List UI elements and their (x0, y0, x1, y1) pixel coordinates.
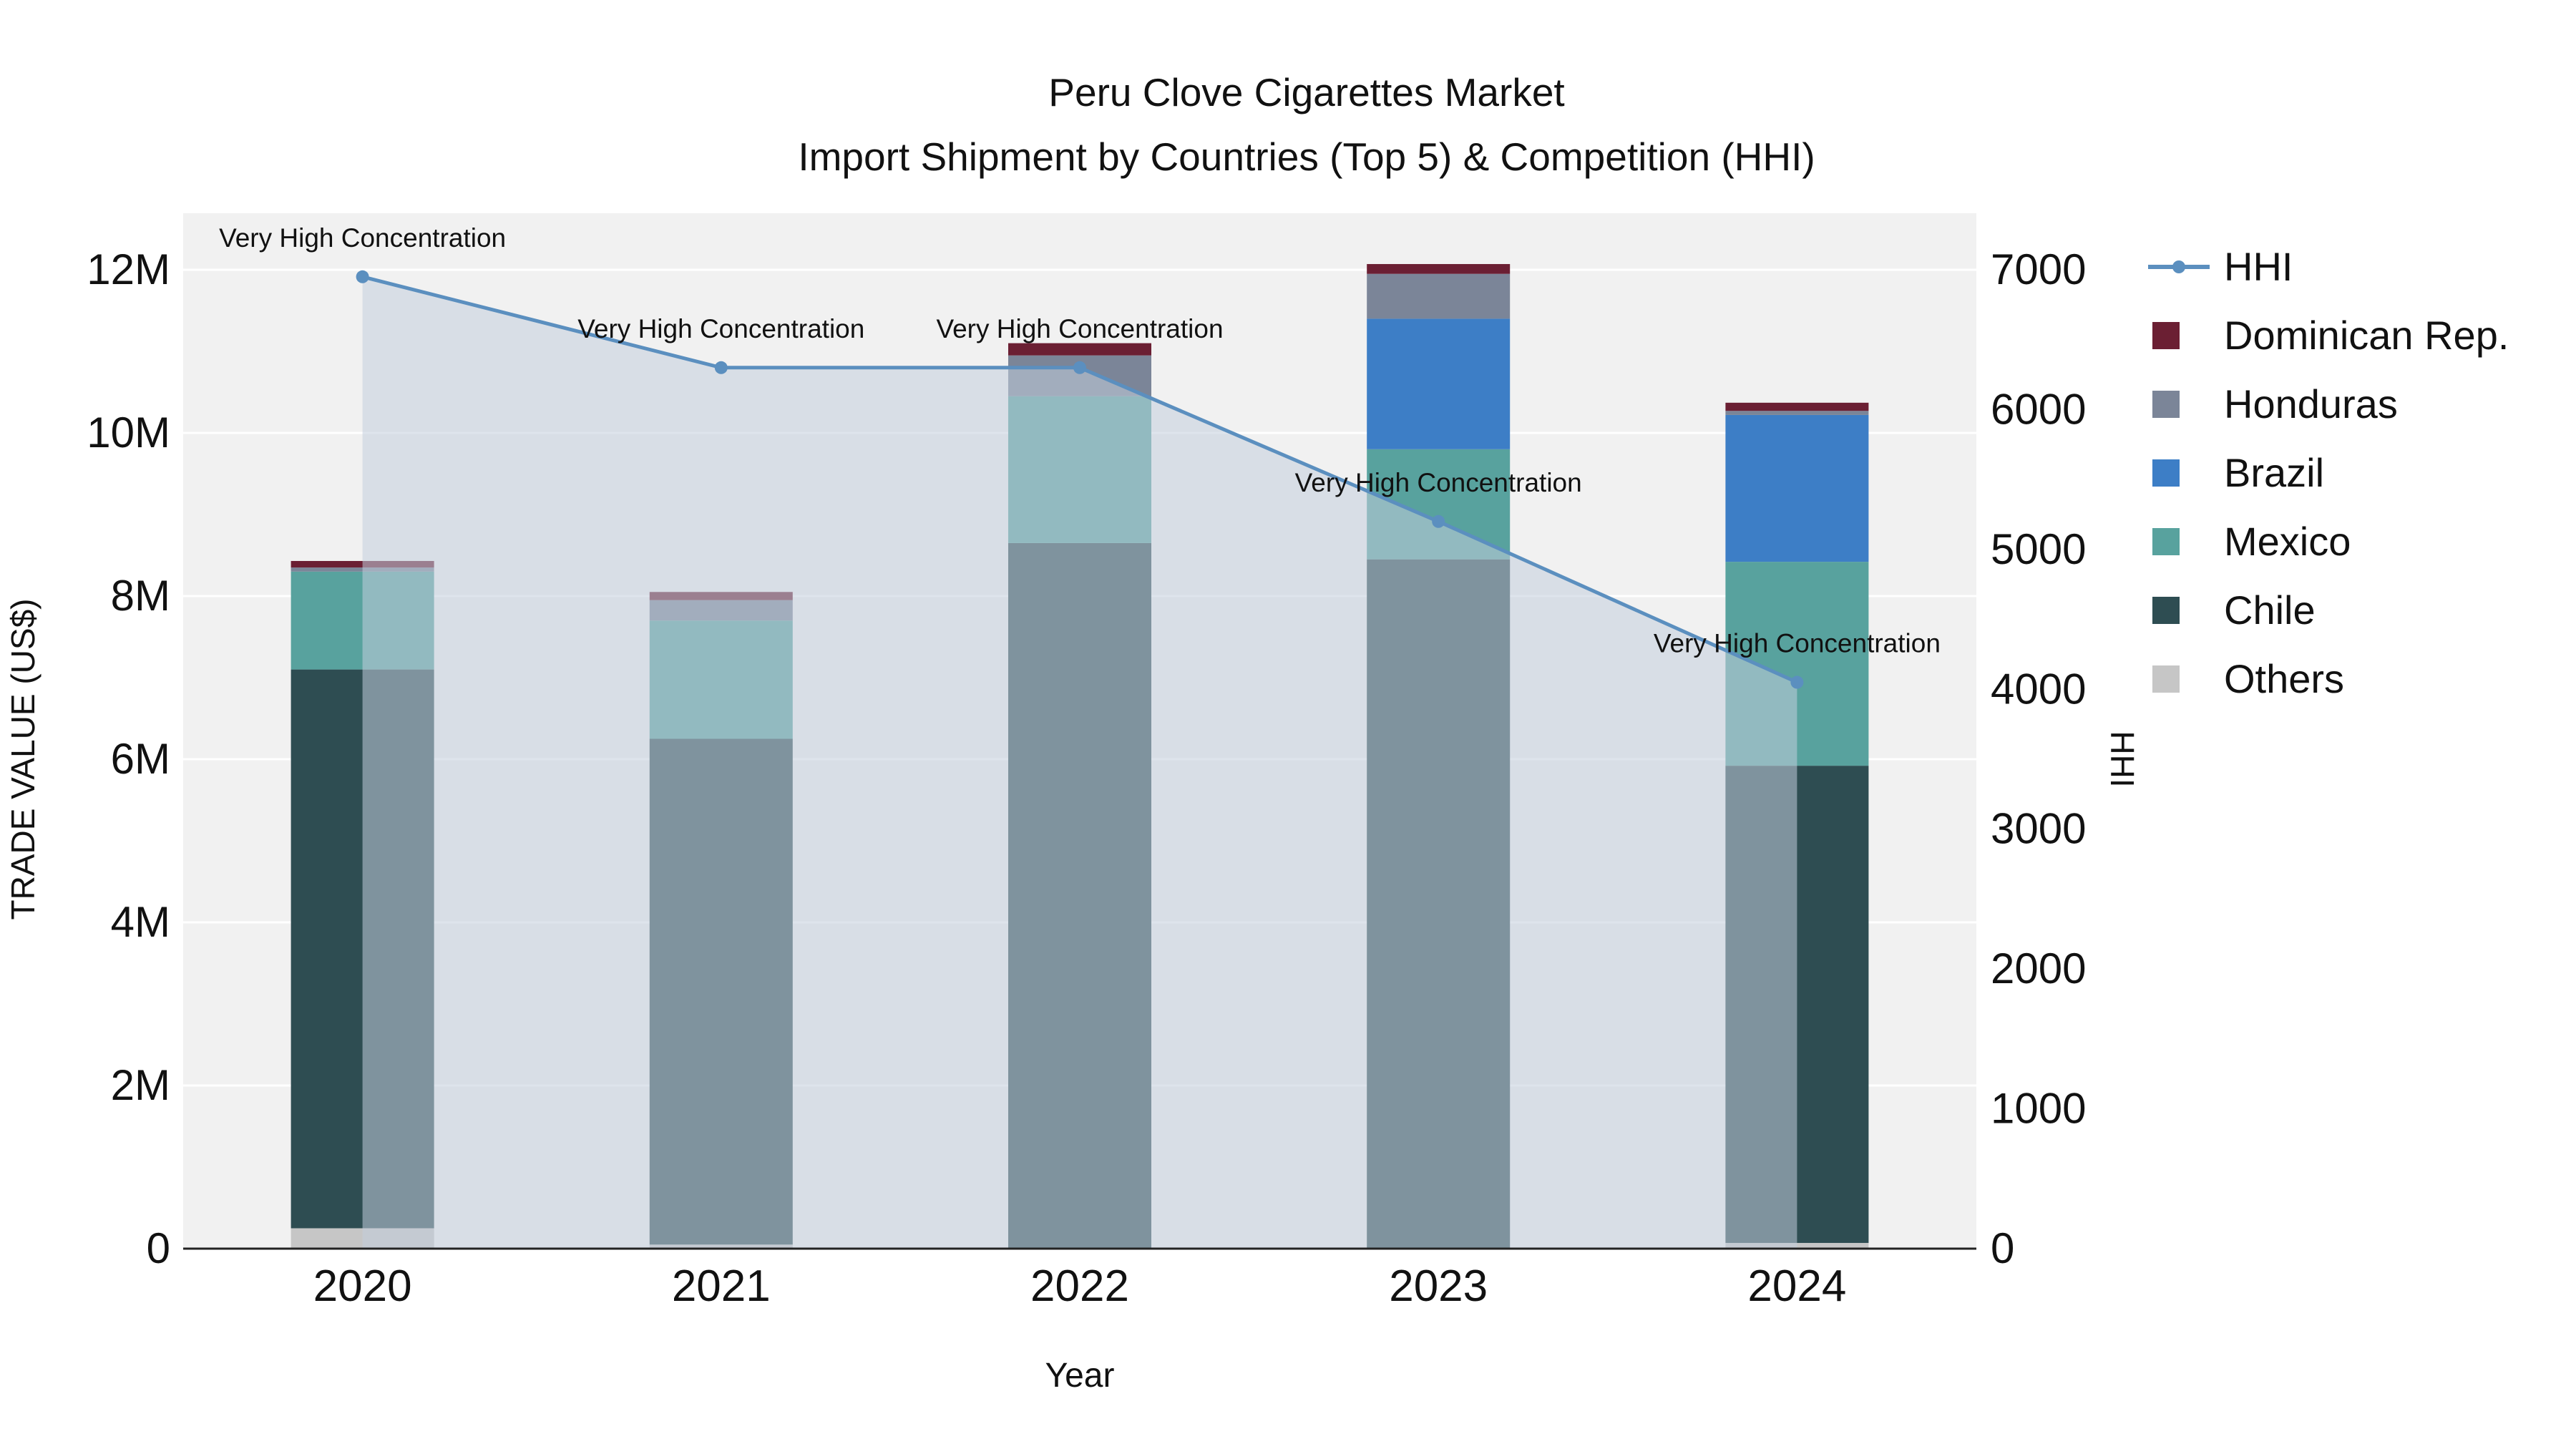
axis-title-left: TRADE VALUE (US$) (4, 598, 42, 919)
bar-segment-dominican-rep--2024[interactable] (1725, 402, 1869, 411)
legend-label: Dominican Rep. (2224, 313, 2509, 358)
legend-label: Mexico (2224, 519, 2351, 564)
legend-item-brazil[interactable]: Brazil (2152, 450, 2324, 495)
x-tick-label-2021: 2021 (672, 1262, 771, 1311)
hhi-area (362, 276, 1797, 1249)
y-right-tick-label: 5000 (1991, 525, 2086, 573)
y-left-tick-label: 4M (111, 898, 170, 946)
y-right-tick-label: 7000 (1991, 245, 2086, 293)
bar-segment-dominican-rep--2022[interactable] (1008, 343, 1151, 356)
axis-title-right: HHI (2104, 731, 2141, 787)
annotation-2021: Very High Concentration (577, 314, 864, 343)
y-right-tick-label: 0 (1991, 1224, 2014, 1272)
y-right-tick-label: 2000 (1991, 945, 2086, 992)
hhi-marker-2024[interactable] (1790, 675, 1804, 689)
legend-swatch (2152, 322, 2180, 349)
chart-title-line2: Import Shipment by Countries (Top 5) & C… (798, 135, 1815, 179)
legend-item-honduras[interactable]: Honduras (2152, 381, 2398, 426)
legend-item-chile[interactable]: Chile (2152, 587, 2316, 633)
legend-item-dominican-rep-[interactable]: Dominican Rep. (2152, 313, 2509, 358)
chart-title-line1: Peru Clove Cigarettes Market (1048, 70, 1564, 114)
legend-label: Others (2224, 656, 2344, 701)
annotation-2024: Very High Concentration (1654, 629, 1941, 658)
legend-swatch (2152, 665, 2180, 693)
y-right-tick-label: 6000 (1991, 385, 2086, 433)
bar-segment-brazil-2023[interactable] (1367, 318, 1511, 449)
hhi-marker-2021[interactable] (714, 361, 728, 374)
y-left-tick-label: 6M (111, 735, 170, 783)
x-tick-label-2023: 2023 (1389, 1262, 1488, 1311)
legend-swatch (2152, 459, 2180, 487)
hhi-marker-2023[interactable] (1432, 514, 1445, 528)
y-left-tick-label: 12M (87, 245, 170, 293)
annotation-2023: Very High Concentration (1295, 468, 1582, 497)
legend-item-mexico[interactable]: Mexico (2152, 519, 2351, 564)
y-right-tick-label: 4000 (1991, 665, 2086, 713)
y-left-tick-label: 8M (111, 572, 170, 620)
bar-segment-honduras-2023[interactable] (1367, 273, 1511, 319)
x-tick-label-2020: 2020 (313, 1262, 412, 1311)
legend-label: Honduras (2224, 381, 2398, 426)
legend-item-others[interactable]: Others (2152, 656, 2344, 701)
axis-title-x: Year (1045, 1357, 1115, 1395)
legend-label: HHI (2224, 244, 2293, 289)
bar-segment-dominican-rep--2020[interactable] (291, 560, 434, 568)
legend-label: Brazil (2224, 450, 2324, 495)
bar-segment-honduras-2024[interactable] (1725, 411, 1869, 415)
bar-segment-honduras-2020[interactable] (291, 567, 434, 572)
y-right-tick-label: 1000 (1991, 1085, 2086, 1133)
bar-segment-dominican-rep--2023[interactable] (1367, 264, 1511, 274)
x-tick-label-2024: 2024 (1747, 1262, 1846, 1311)
hhi-marker-2020[interactable] (356, 270, 369, 283)
legend-swatch (2152, 597, 2180, 624)
hhi-marker-2022[interactable] (1073, 361, 1086, 374)
y-left-tick-label: 10M (87, 409, 170, 457)
x-tick-label-2022: 2022 (1030, 1262, 1129, 1311)
legend-hhi-marker-glyph (2172, 260, 2185, 273)
bar-segment-brazil-2024[interactable] (1725, 414, 1869, 562)
y-right-tick-label: 3000 (1991, 805, 2086, 853)
y-left-tick-label: 0 (147, 1224, 170, 1272)
legend-swatch (2152, 528, 2180, 555)
annotation-2022: Very High Concentration (936, 314, 1223, 343)
y-left-tick-label: 2M (111, 1061, 170, 1109)
legend-item-hhi[interactable]: HHI (2148, 244, 2293, 289)
legend-label: Chile (2224, 587, 2316, 633)
legend-swatch (2152, 391, 2180, 418)
annotation-2020: Very High Concentration (219, 223, 506, 253)
